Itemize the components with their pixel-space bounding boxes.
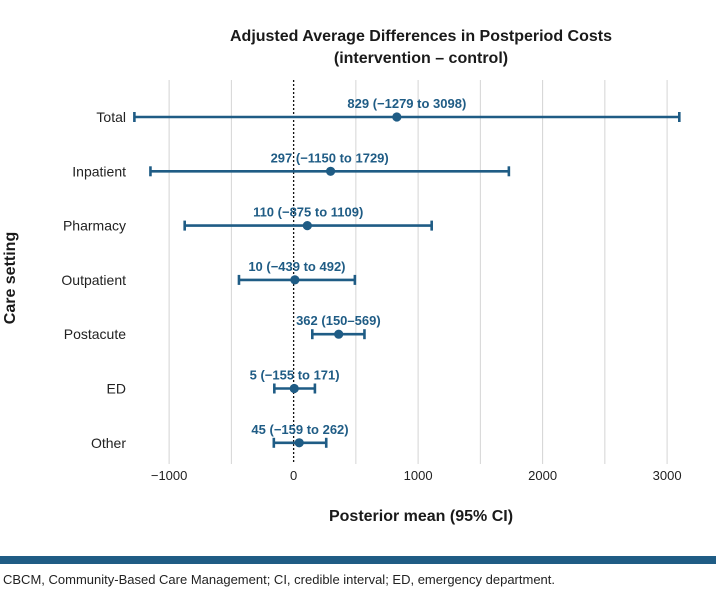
category-label: Total bbox=[96, 109, 126, 125]
chart-subtitle: (intervention – control) bbox=[333, 50, 509, 67]
data-label: 362 (150–569) bbox=[296, 313, 381, 328]
forest-plot: −1000 0 1000 2000 3000 Total 829 (−1279 to 309… bbox=[61, 80, 682, 483]
chart-title: Adjusted Average Differences in Postperi… bbox=[229, 28, 612, 45]
mean-point bbox=[289, 383, 299, 394]
x-tick-label: −1000 bbox=[151, 468, 188, 483]
category-label: ED bbox=[107, 381, 126, 397]
mean-point bbox=[290, 275, 300, 285]
mean-point bbox=[325, 166, 336, 176]
mean-point bbox=[334, 329, 344, 339]
category-label: Inpatient bbox=[72, 163, 126, 179]
data-label: 5 (−155 to 171) bbox=[250, 368, 340, 383]
category-label: Other bbox=[91, 435, 126, 451]
data-label: 829 (−1279 to 3098) bbox=[347, 96, 466, 111]
x-axis-title: Posterior mean (95% CI) bbox=[328, 508, 514, 525]
mean-point bbox=[392, 112, 402, 122]
category-label: Postacute bbox=[64, 326, 126, 342]
data-label: 45 (−159 to 262) bbox=[251, 422, 348, 437]
data-label: 297 (−1150 to 1729) bbox=[271, 150, 389, 165]
x-tick-label: 3000 bbox=[653, 468, 682, 483]
mean-point bbox=[294, 438, 304, 448]
footnote: CBCM, Community-Based Care Management; C… bbox=[3, 572, 555, 587]
y-axis-title: Care setting bbox=[2, 231, 19, 325]
footer-rule bbox=[0, 556, 716, 564]
x-tick-label: 1000 bbox=[404, 468, 433, 483]
mean-point bbox=[302, 221, 312, 231]
x-tick-label: 2000 bbox=[528, 468, 557, 483]
category-label: Pharmacy bbox=[63, 218, 126, 234]
data-label: 110 (−875 to 1109) bbox=[253, 205, 363, 220]
data-label: 10 (−439 to 492) bbox=[248, 259, 345, 274]
category-label: Outpatient bbox=[61, 272, 126, 288]
x-tick-label: 0 bbox=[290, 468, 297, 483]
